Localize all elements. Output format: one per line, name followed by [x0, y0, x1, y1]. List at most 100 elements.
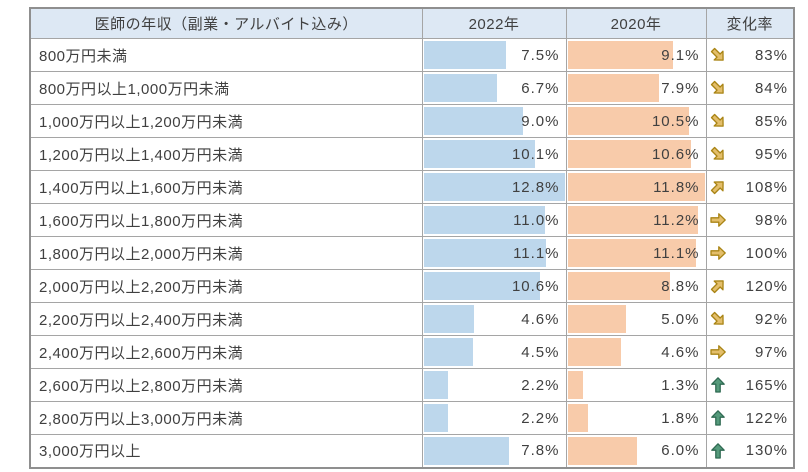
income-range-label: 2,200万円以上2,400万円未満	[29, 302, 423, 336]
data-bar-2022	[423, 305, 475, 333]
change-rate-value: 85%	[754, 112, 788, 130]
change-rate-cell: 122%	[705, 401, 795, 435]
value-2020-cell: 9.1%	[565, 38, 707, 72]
trend-down-right-arrow-icon	[707, 42, 730, 67]
trend-up-arrow-icon	[709, 376, 727, 394]
change-rate-cell: 85%	[705, 104, 795, 138]
value-2022-cell: 7.8%	[421, 434, 567, 468]
trend-up-right-arrow-icon	[707, 174, 730, 199]
change-rate-cell: 95%	[705, 137, 795, 171]
value-2020: 1.8%	[661, 409, 700, 427]
data-bar-2022	[423, 173, 565, 201]
value-2020: 7.9%	[661, 79, 700, 97]
value-2022: 4.5%	[521, 343, 560, 361]
trend-up-arrow-icon	[709, 409, 727, 427]
change-rate-value: 95%	[754, 145, 788, 163]
data-bar-2022	[423, 206, 545, 234]
change-rate-cell: 97%	[705, 335, 795, 369]
data-bar-2020	[567, 239, 697, 267]
table-row: 800万円以上1,000万円未満 6.7% 7.9% 84%	[29, 71, 795, 105]
change-rate-cell: 120%	[705, 269, 795, 303]
change-rate-value: 130%	[745, 442, 788, 460]
value-2022: 9.0%	[521, 112, 560, 130]
income-range-label: 1,800万円以上2,000万円未満	[29, 236, 423, 270]
value-2022-cell: 11.1%	[421, 236, 567, 270]
table-row: 1,800万円以上2,000万円未満 11.1% 11.1% 100%	[29, 236, 795, 270]
data-bar-2022	[423, 272, 541, 300]
change-rate-cell: 130%	[705, 434, 795, 468]
income-range-label: 2,800万円以上3,000万円未満	[29, 401, 423, 435]
value-2020: 10.6%	[651, 145, 700, 163]
value-2022: 11.1%	[513, 244, 560, 262]
change-rate-cell: 165%	[705, 368, 795, 402]
value-2020: 8.8%	[661, 277, 700, 295]
value-2020-cell: 5.0%	[565, 302, 707, 336]
value-2022-cell: 2.2%	[421, 401, 567, 435]
change-rate-value: 92%	[754, 310, 788, 328]
data-bar-2022	[423, 338, 474, 366]
value-2020: 6.0%	[661, 442, 700, 460]
value-2020: 5.0%	[661, 310, 700, 328]
value-2020: 11.1%	[653, 244, 700, 262]
income-range-label: 1,000万円以上1,200万円未満	[29, 104, 423, 138]
value-2020-cell: 7.9%	[565, 71, 707, 105]
value-2020-cell: 11.2%	[565, 203, 707, 237]
value-2020-cell: 4.6%	[565, 335, 707, 369]
data-bar-2020	[567, 107, 690, 135]
income-range-label: 800万円以上1,000万円未満	[29, 71, 423, 105]
value-2020-cell: 11.8%	[565, 170, 707, 204]
value-2022: 4.6%	[521, 310, 560, 328]
value-2020-cell: 1.8%	[565, 401, 707, 435]
data-bar-2022	[423, 371, 448, 399]
table-row: 1,000万円以上1,200万円未満 9.0% 10.5% 85%	[29, 104, 795, 138]
value-2022-cell: 6.7%	[421, 71, 567, 105]
trend-down-right-arrow-icon	[707, 75, 730, 100]
value-2020: 4.6%	[661, 343, 700, 361]
change-rate-cell: 100%	[705, 236, 795, 270]
change-rate-cell: 98%	[705, 203, 795, 237]
value-2020-cell: 10.6%	[565, 137, 707, 171]
value-2020: 9.1%	[661, 46, 700, 64]
change-rate-value: 165%	[745, 376, 788, 394]
data-bar-2022	[423, 107, 523, 135]
change-rate-value: 108%	[745, 178, 788, 196]
change-rate-value: 98%	[754, 211, 788, 229]
change-rate-cell: 108%	[705, 170, 795, 204]
value-2022: 2.2%	[521, 376, 560, 394]
value-2022: 7.8%	[521, 442, 560, 460]
trend-down-right-arrow-icon	[707, 141, 730, 166]
change-rate-value: 122%	[745, 409, 788, 427]
table-row: 2,000万円以上2,200万円未満 10.6% 8.8% 120%	[29, 269, 795, 303]
table-row: 3,000万円以上 7.8% 6.0% 130%	[29, 434, 795, 468]
change-rate-cell: 92%	[705, 302, 795, 336]
value-2022-cell: 7.5%	[421, 38, 567, 72]
data-bar-2022	[423, 140, 535, 168]
trend-right-arrow-icon	[709, 343, 727, 361]
header-change-rate: 変化率	[705, 7, 795, 39]
value-2020: 1.3%	[661, 376, 700, 394]
data-bar-2020	[567, 173, 705, 201]
trend-right-arrow-icon	[709, 244, 727, 262]
value-2022-cell: 11.0%	[421, 203, 567, 237]
value-2022-cell: 2.2%	[421, 368, 567, 402]
value-2022-cell: 10.6%	[421, 269, 567, 303]
table-row: 2,800万円以上3,000万円未満 2.2% 1.8% 122%	[29, 401, 795, 435]
header-2020: 2020年	[565, 7, 707, 39]
change-rate-cell: 83%	[705, 38, 795, 72]
value-2020-cell: 6.0%	[565, 434, 707, 468]
change-rate-value: 84%	[754, 79, 788, 97]
table-row: 2,200万円以上2,400万円未満 4.6% 5.0% 92%	[29, 302, 795, 336]
change-rate-value: 120%	[745, 277, 788, 295]
income-comparison-table-wrap: 医師の年収（副業・アルバイト込み） 2022年 2020年 変化率 800万円未…	[29, 7, 795, 469]
income-range-label: 800万円未満	[29, 38, 423, 72]
table-row: 800万円未満 7.5% 9.1% 83%	[29, 38, 795, 72]
header-income: 医師の年収（副業・アルバイト込み）	[29, 7, 423, 39]
data-bar-2020	[567, 371, 583, 399]
income-range-label: 1,400万円以上1,600万円未満	[29, 170, 423, 204]
income-range-label: 1,200万円以上1,400万円未満	[29, 137, 423, 171]
data-bar-2020	[567, 404, 589, 432]
value-2020-cell: 8.8%	[565, 269, 707, 303]
data-bar-2020	[567, 206, 698, 234]
change-rate-value: 97%	[754, 343, 788, 361]
change-rate-value: 100%	[745, 244, 788, 262]
